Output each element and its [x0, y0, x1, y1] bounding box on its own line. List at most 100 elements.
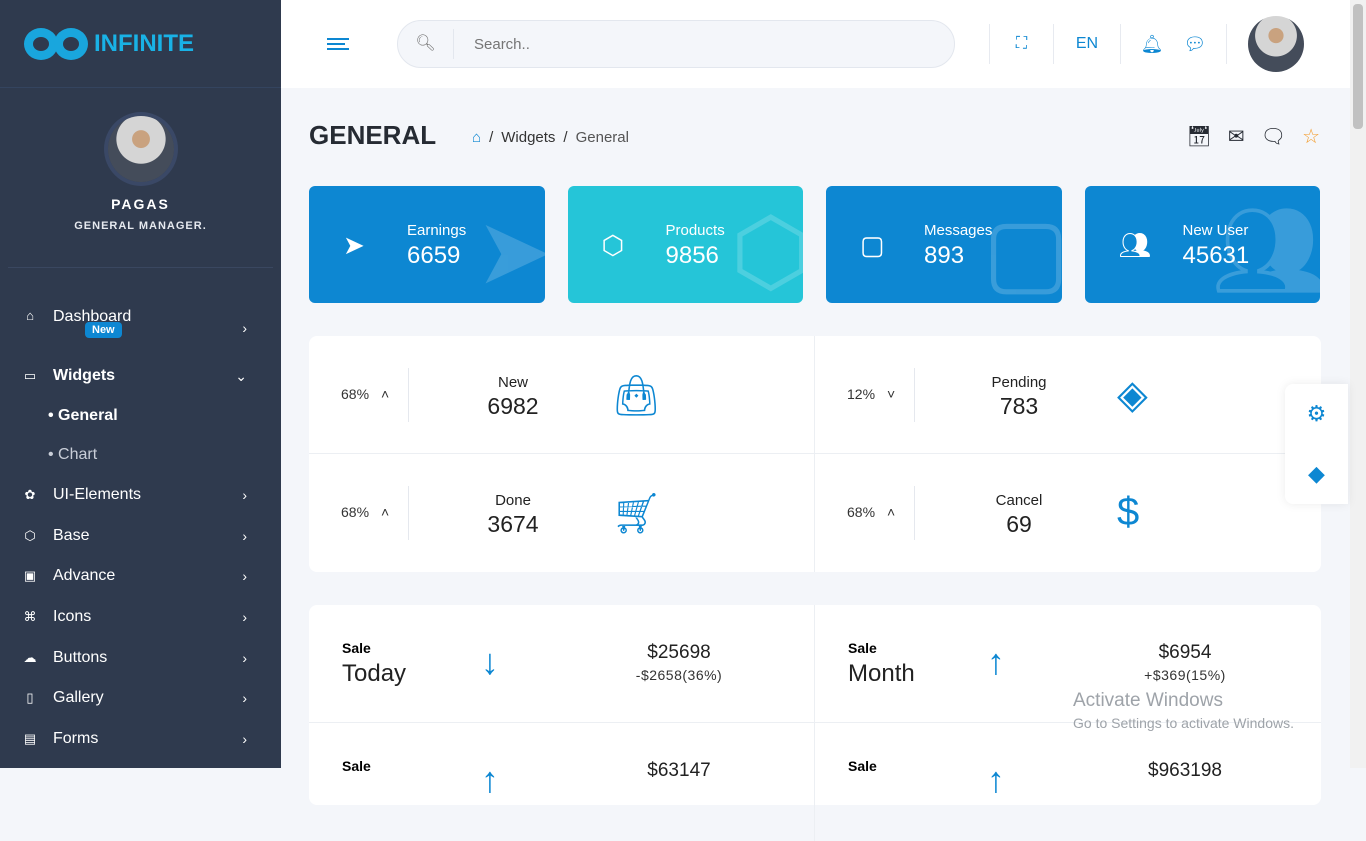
bell-icon[interactable]: 🔔︎ [1140, 33, 1164, 54]
home-icon[interactable]: ⌂ [472, 129, 482, 146]
sidebar-item-gallery[interactable]: ▯ Gallery › [0, 678, 281, 719]
users-icon: 👥︎ [1211, 200, 1320, 302]
fullscreen-icon[interactable]: ⛶ [989, 24, 1053, 64]
settings-gear-icon[interactable]: ⚙ [1306, 401, 1327, 426]
chevron-down-icon: ⌄ [235, 367, 247, 384]
search-bar: 🔍︎ [397, 20, 955, 68]
sidebar-item-widgets[interactable]: ▭ Widgets ⌄ [0, 356, 281, 397]
sidebar-item-label: Widgets [53, 367, 116, 385]
sidebar-item-buttons[interactable]: ☁ Buttons › [0, 637, 281, 678]
box-icon: ⬡ [730, 201, 803, 303]
card-new-user[interactable]: 👥︎ 👥︎ New User 45631 [1084, 186, 1320, 303]
sidebar-item-icons[interactable]: ⌘ Icons › [0, 597, 281, 638]
navigation-icon: ➤ [475, 201, 545, 303]
search-icon[interactable]: 🔍︎ [398, 29, 454, 59]
stat-percent: 68% [341, 504, 370, 520]
page-actions: 📅︎ ✉ 🗨︎ ☆ [1187, 124, 1320, 149]
breadcrumb-widgets[interactable]: Widgets [501, 129, 556, 146]
stat-label: Cancel [995, 492, 1043, 509]
card-products[interactable]: ⬡ ⬡ Products 9856 [567, 186, 803, 303]
stat-new: 68% ˄ New 6982 👜︎ [309, 336, 815, 454]
sale-label: Sale [848, 640, 877, 656]
chevron-right-icon: › [242, 609, 247, 626]
sidebar-item-dashboard[interactable]: ⌂ Dashboard New › [0, 296, 281, 356]
notification-group: 🔔︎ 💬︎ [1120, 24, 1226, 64]
sidebar-item-label: Advance [53, 567, 116, 585]
message-icon[interactable]: 🗨︎ [1260, 126, 1287, 148]
breadcrumb-sep: / [489, 129, 494, 146]
card-messages[interactable]: ▢ ▢ Messages 893 [826, 186, 1062, 303]
card-label: Messages [924, 222, 993, 239]
sale-amount: $25698 [647, 642, 711, 663]
paint-bucket-icon[interactable]: ◆ [1308, 461, 1325, 486]
sale-today: Sale Today ↓ $25698 -$2658(36%) [309, 605, 815, 723]
sidebar-subitem-chart[interactable]: • Chart [48, 446, 98, 464]
stat-value: 3674 [487, 511, 539, 537]
sidebar-item-forms[interactable]: ▤ Forms › [0, 719, 281, 760]
order-stats-panel: 68% ˄ New 6982 👜︎ 12% ˅ Pending 783 ◈ 68% ˄ Done 36… [309, 336, 1321, 572]
stat-label: Done [495, 492, 531, 509]
file-icon: ▤ [23, 731, 37, 747]
breadcrumb-general: General [575, 129, 629, 146]
avatar[interactable] [107, 116, 174, 182]
users-icon: 👥︎ [1118, 230, 1152, 260]
card-value: 9856 [665, 242, 719, 269]
sidebar-item-base[interactable]: ⬡ Base › [0, 515, 281, 556]
sidebar-nav: ⌂ Dashboard New › ▭ Widgets ⌄ • General • Cha… [0, 268, 281, 760]
sale-amount: $6954 [1158, 642, 1212, 663]
chat-icon[interactable]: 💬︎ [1183, 33, 1207, 54]
profile-role: GENERAL MANAGER. [74, 220, 207, 232]
breadcrumb-sep: / [563, 129, 568, 146]
brand-name: INFINITE [94, 29, 194, 57]
sidebar-subitem-general[interactable]: • General [48, 407, 118, 425]
sale-row3-left: Sale ↑ $63147 [309, 723, 815, 841]
sale-change: -$2658(36%) [635, 667, 723, 683]
calendar-icon[interactable]: 📅︎ [1186, 126, 1212, 148]
search-input[interactable] [454, 35, 854, 53]
card-value: 893 [924, 242, 965, 269]
chevron-up-icon: ˄ [381, 386, 390, 402]
stat-label: New [497, 374, 528, 391]
sale-label: Sale [342, 640, 371, 656]
card-label: Earnings [407, 222, 467, 239]
home-icon: ⌂ [26, 308, 34, 323]
chevron-right-icon: › [242, 487, 247, 504]
sidebar-item-label: Base [53, 526, 90, 544]
header-avatar[interactable] [1248, 16, 1304, 72]
chevron-right-icon: › [242, 527, 247, 544]
chevron-up-icon: ˄ [381, 504, 390, 520]
arrow-up-icon: ↑ [987, 759, 1005, 800]
stat-pending: 12% ˅ Pending 783 ◈ [815, 336, 1321, 454]
sale-month: Sale Month ↑ $6954 +$369(15%) [815, 605, 1321, 723]
logo[interactable]: INFINITE [0, 0, 281, 88]
sale-amount: $63147 [647, 760, 711, 781]
mail-icon[interactable]: ✉ [1227, 126, 1245, 148]
layers-icon: ◈ [1117, 373, 1148, 417]
box-icon: ⬡ [24, 527, 36, 543]
sale-period: Month [848, 660, 915, 687]
arrow-down-icon: ↓ [481, 641, 499, 682]
chevron-right-icon: › [242, 649, 247, 666]
stat-label: Pending [991, 374, 1047, 391]
stat-percent: 12% [847, 386, 876, 402]
stat-done: 68% ˄ Done 3674 🛒︎ [309, 454, 815, 572]
card-value: 45631 [1182, 242, 1250, 269]
message-square-icon: ▢ [982, 201, 1062, 303]
sidebar-item-label: UI-Elements [53, 486, 142, 504]
sale-change: +$369(15%) [1144, 667, 1226, 683]
stat-cancel: 68% ˄ Cancel 69 $ [815, 454, 1321, 572]
card-earnings[interactable]: ➤ ➤ Earnings 6659 [309, 186, 545, 303]
sidebar-item-ui-elements[interactable]: ✿ UI-Elements › [0, 475, 281, 516]
navigation-icon: ➤ [343, 230, 365, 260]
windows-watermark: Activate Windows Go to Settings to activa… [1073, 690, 1294, 731]
stat-value: 69 [1006, 511, 1032, 537]
chevron-right-icon: › [242, 568, 247, 585]
scrollbar[interactable] [1350, 0, 1366, 768]
card-label: New User [1182, 222, 1249, 239]
folder-plus-icon: ▣ [23, 568, 37, 584]
language-selector[interactable]: EN [1053, 24, 1120, 64]
menu-toggle-icon[interactable] [327, 35, 349, 53]
sidebar-item-advance[interactable]: ▣ Advance › [0, 556, 281, 597]
user-menu[interactable] [1226, 16, 1304, 72]
star-icon[interactable]: ☆ [1302, 126, 1320, 148]
